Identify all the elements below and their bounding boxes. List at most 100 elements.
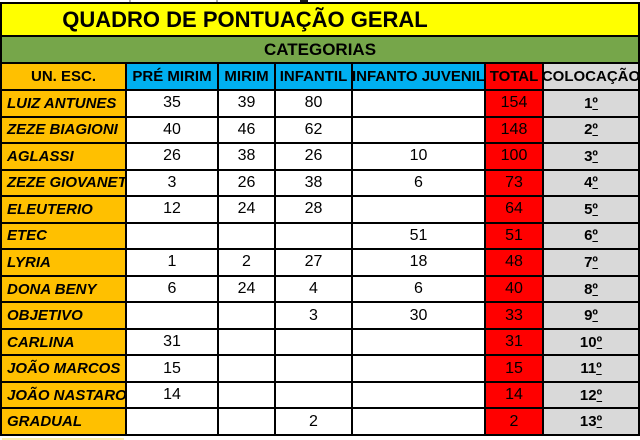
- pre-mirim-score-cell: [127, 223, 217, 249]
- placement-number: 3: [584, 147, 593, 165]
- infanto-juvenil-score-cell: [353, 382, 484, 408]
- bottom-edge-sliver: [2, 438, 124, 440]
- pre-mirim-score-cell: 40: [127, 117, 217, 143]
- total-score-cell: 15: [486, 356, 542, 381]
- infanto-juvenil-score-cell: 6: [353, 276, 484, 302]
- column-header-mirim: MIRIM: [219, 64, 274, 89]
- mirim-score-cell: 2: [219, 250, 274, 275]
- total-score-cell: 148: [486, 117, 542, 143]
- total-score-cell: 64: [486, 197, 542, 222]
- infantil-score-cell: 80: [276, 91, 351, 116]
- infanto-juvenil-score-cell: [353, 409, 484, 434]
- total-score-cell: 154: [486, 91, 542, 116]
- infantil-score-cell: 3: [276, 303, 351, 328]
- infanto-juvenil-score-cell: 6: [353, 170, 484, 196]
- school-name-cell: LUIZ ANTUNES: [2, 91, 125, 116]
- school-name-cell: LYRIA: [2, 250, 125, 275]
- infanto-juvenil-score-cell: [353, 91, 484, 116]
- column-header-total: TOTAL: [486, 64, 542, 89]
- infantil-score-cell: 62: [276, 117, 351, 143]
- mirim-score-cell: 46: [219, 117, 274, 143]
- infantil-score-cell: [276, 223, 351, 249]
- pre-mirim-score-cell: 6: [127, 276, 217, 302]
- infantil-score-cell: 27: [276, 250, 351, 275]
- placement-number: 2: [584, 121, 593, 139]
- ordinal-suffix: º: [592, 200, 598, 218]
- pre-mirim-score-cell: 31: [127, 329, 217, 355]
- school-name-cell: DONA BENY: [2, 276, 125, 302]
- infanto-juvenil-score-cell: 10: [353, 144, 484, 169]
- placement-number: 8: [584, 280, 593, 298]
- column-header-infanto-juvenil: INFANTO JUVENIL: [353, 64, 484, 89]
- placement-cell: 13 º: [544, 409, 638, 434]
- pre-mirim-score-cell: 12: [127, 197, 217, 222]
- infanto-juvenil-score-cell: [353, 117, 484, 143]
- infantil-score-cell: 28: [276, 197, 351, 222]
- pre-mirim-score-cell: 14: [127, 382, 217, 408]
- infantil-score-cell: [276, 382, 351, 408]
- total-score-cell: 73: [486, 170, 542, 196]
- infantil-score-cell: 4: [276, 276, 351, 302]
- infanto-juvenil-score-cell: [353, 197, 484, 222]
- school-name-cell: OBJETIVO: [2, 303, 125, 328]
- infantil-score-cell: 26: [276, 144, 351, 169]
- placement-number: 12: [579, 386, 597, 404]
- ordinal-suffix: º: [596, 360, 602, 378]
- school-name-cell: CARLINA: [2, 329, 125, 355]
- placement-cell: 10 º: [544, 329, 638, 355]
- total-score-cell: 40: [486, 276, 542, 302]
- school-name-cell: JOÃO NASTARO: [2, 382, 125, 408]
- school-name-cell: JOÃO MARCOS: [2, 356, 125, 381]
- page-title: QUADRO DE PONTUAÇÃO GERAL: [2, 4, 638, 35]
- placement-number: 5: [584, 200, 593, 218]
- ordinal-suffix: º: [592, 307, 598, 325]
- placement-number: 10: [579, 333, 597, 351]
- mirim-score-cell: [219, 382, 274, 408]
- infantil-score-cell: 2: [276, 409, 351, 434]
- placement-number: 9: [584, 307, 593, 325]
- infantil-score-cell: [276, 329, 351, 355]
- infanto-juvenil-score-cell: 18: [353, 250, 484, 275]
- top-edge-tick: [300, 0, 308, 3]
- infanto-juvenil-score-cell: [353, 356, 484, 381]
- mirim-score-cell: [219, 329, 274, 355]
- total-score-cell: 2: [486, 409, 542, 434]
- mirim-score-cell: 38: [219, 144, 274, 169]
- placement-cell: 11 º: [544, 356, 638, 381]
- total-score-cell: 33: [486, 303, 542, 328]
- column-header-infantil: INFANTIL: [276, 64, 351, 89]
- mirim-score-cell: 26: [219, 170, 274, 196]
- school-name-cell: ZEZE GIOVANETI: [2, 170, 125, 196]
- pre-mirim-score-cell: 1: [127, 250, 217, 275]
- mirim-score-cell: 24: [219, 197, 274, 222]
- placement-number: 1: [584, 94, 593, 112]
- school-name-cell: ETEC: [2, 223, 125, 249]
- placement-number: 4: [584, 174, 593, 192]
- column-header-colocacao: COLOCAÇÃO: [544, 64, 638, 89]
- mirim-score-cell: [219, 409, 274, 434]
- mirim-score-cell: [219, 356, 274, 381]
- column-header-un-esc: UN. ESC.: [2, 64, 125, 89]
- top-edge-tick: [129, 0, 131, 2]
- pre-mirim-score-cell: 35: [127, 91, 217, 116]
- pre-mirim-score-cell: 3: [127, 170, 217, 196]
- infanto-juvenil-score-cell: 30: [353, 303, 484, 328]
- placement-number: 7: [584, 253, 593, 271]
- mirim-score-cell: [219, 303, 274, 328]
- infantil-score-cell: [276, 356, 351, 381]
- total-score-cell: 48: [486, 250, 542, 275]
- total-score-cell: 31: [486, 329, 542, 355]
- school-name-cell: AGLASSI: [2, 144, 125, 169]
- ordinal-suffix: º: [596, 413, 603, 431]
- pre-mirim-score-cell: 15: [127, 356, 217, 381]
- total-score-cell: 51: [486, 223, 542, 249]
- top-edge-tick: [216, 0, 218, 2]
- ordinal-suffix: º: [592, 280, 598, 298]
